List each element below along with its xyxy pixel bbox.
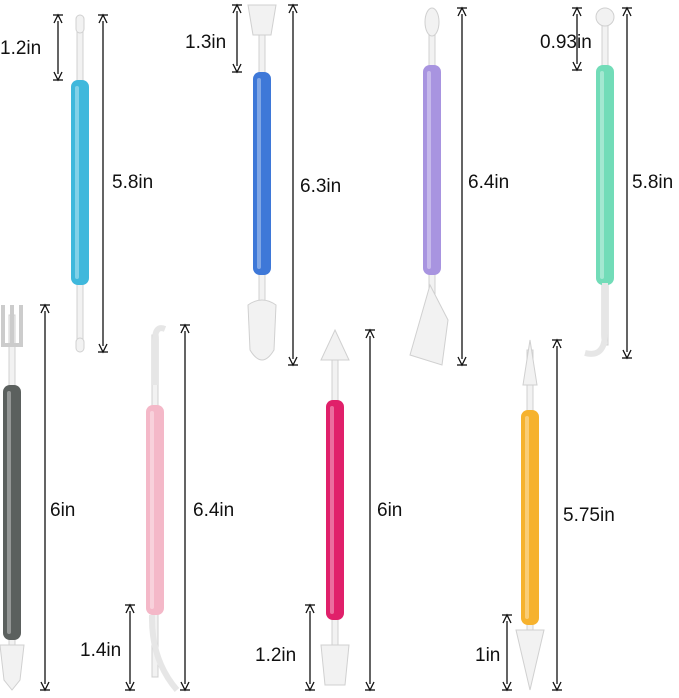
- tool-4-handle: [596, 65, 614, 285]
- tool-6-handle: [146, 405, 164, 615]
- tool-7-handle-highlight: [330, 406, 334, 614]
- tool-3-handle-highlight: [427, 71, 431, 269]
- tool-2-end: [247, 299, 277, 361]
- tool-1-lower-shaft: [76, 279, 84, 340]
- tool-4-end: [584, 283, 608, 357]
- tool-8-handle-highlight: [525, 416, 529, 619]
- length-label-4: 5.8in: [632, 172, 674, 193]
- tip-label-7: 1.2in: [255, 645, 297, 666]
- length-label-5: 6in: [50, 500, 76, 521]
- tip-label-2: 1.3in: [185, 32, 227, 53]
- tool-2-tip: [247, 4, 277, 36]
- tool-7-tip: [320, 328, 350, 361]
- tool-1-handle: [71, 80, 89, 285]
- tool-5-handle-highlight: [7, 391, 11, 634]
- length-label-7: 6in: [377, 500, 403, 521]
- length-label-2: 6.3in: [300, 176, 342, 197]
- tool-8-tip: [522, 339, 538, 386]
- tip-label-4: 0.93in: [540, 32, 592, 53]
- tool-4-handle-highlight: [600, 71, 604, 279]
- tool-5-end: [0, 644, 25, 691]
- tip-label-1: 1.2in: [0, 38, 42, 59]
- tool-2-handle-highlight: [257, 78, 261, 269]
- tool-1-handle-highlight: [75, 86, 79, 279]
- tool-5-handle: [3, 385, 21, 640]
- tool-3-handle: [423, 65, 441, 275]
- tool-7-end: [320, 644, 350, 686]
- tool-7-handle: [326, 400, 344, 620]
- tool-3-end: [409, 283, 449, 366]
- length-label-6: 6.4in: [193, 500, 235, 521]
- tool-8-handle: [521, 410, 539, 625]
- tool-1-tip: [75, 14, 85, 34]
- tool-5-tip: [1, 305, 23, 347]
- length-label-3: 6.4in: [468, 172, 510, 193]
- tool-2-handle: [253, 72, 271, 275]
- tool-1-end: [75, 337, 85, 353]
- tool-3-tip: [424, 7, 440, 37]
- tool-4-tip: [595, 7, 615, 27]
- length-label-1: 5.8in: [112, 172, 154, 193]
- tip-label-6: 1.4in: [80, 640, 122, 661]
- tool-6-tip: [152, 325, 167, 385]
- tool-6-handle-highlight: [150, 411, 154, 609]
- tool-8-end: [515, 629, 545, 691]
- tool-6-end: [148, 614, 180, 692]
- tip-label-8: 1in: [475, 645, 501, 666]
- length-label-8: 5.75in: [563, 505, 615, 526]
